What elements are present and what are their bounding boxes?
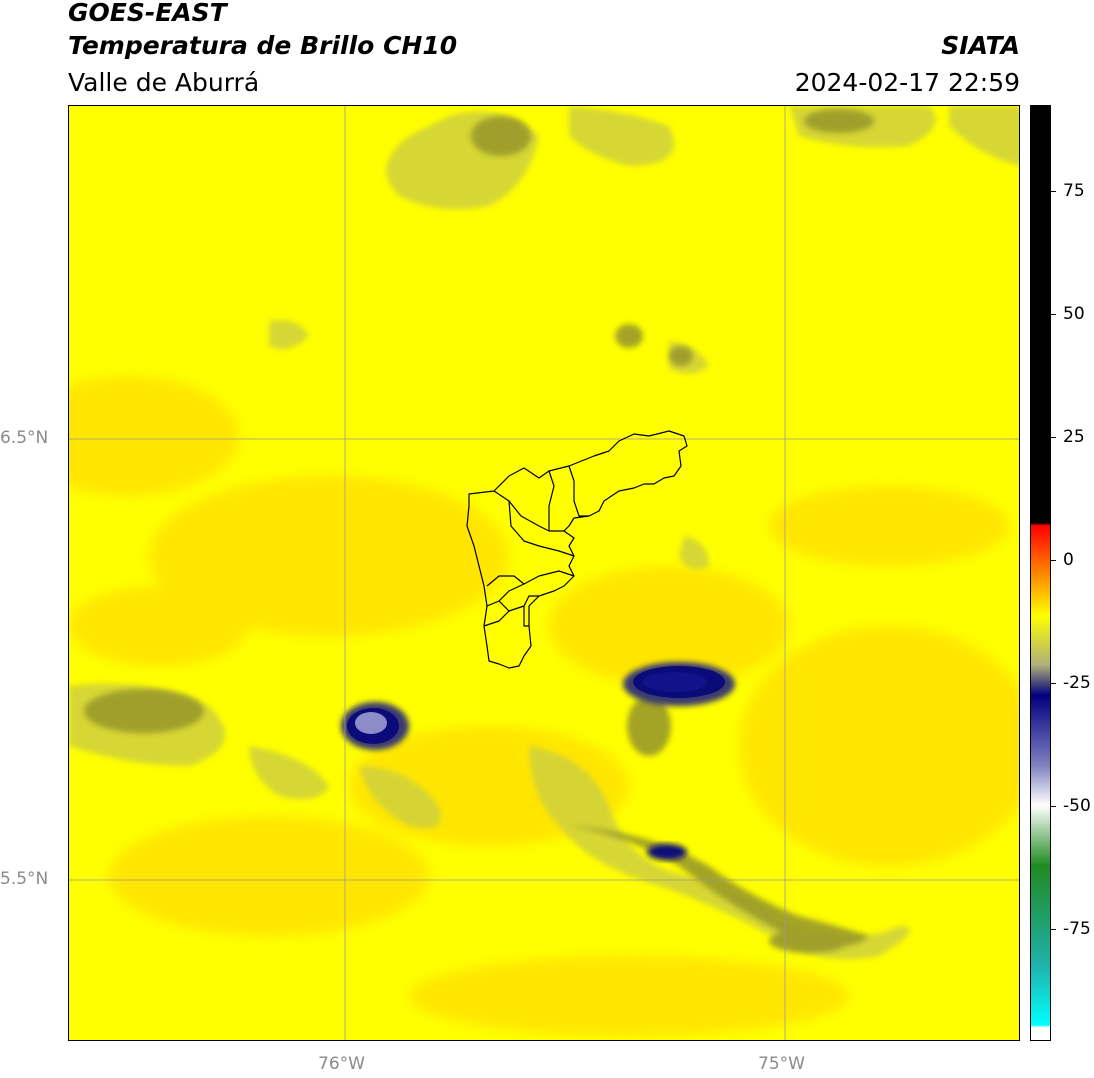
municipal-boundaries [466,430,688,669]
gridlines [69,106,1019,1040]
longitude-label: 75°W [758,1054,805,1074]
product-title: Temperatura de Brillo CH10 [68,31,458,60]
colorbar-tick-label: 75 [1063,181,1085,201]
colorbar [1030,105,1051,1041]
latitude-label: 6.5°N [0,428,49,448]
colorbar-tick [1051,683,1056,684]
colorbar-tick-label: -75 [1063,919,1091,939]
colorbar-tick-label: 0 [1063,550,1074,570]
source-label: SIATA [941,31,1020,60]
region-label: Valle de Aburrá [68,68,260,97]
colorbar-tick [1051,437,1056,438]
colorbar-tick-label: -50 [1063,796,1091,816]
colorbar-tick-label: 50 [1063,304,1085,324]
colorbar-tick [1051,191,1056,192]
longitude-label: 76°W [318,1054,365,1074]
satellite-map [68,105,1020,1041]
dark-cloud-areas [84,109,874,953]
latitude-label: 5.5°N [0,869,49,889]
colorbar-tick [1051,806,1056,807]
colorbar-tick [1051,314,1056,315]
datetime-label: 2024-02-17 22:59 [794,68,1020,97]
colorbar-tick-label: 25 [1063,427,1085,447]
colorbar-tick-label: -25 [1063,673,1091,693]
satellite-title: GOES-EAST [68,0,227,27]
colorbar-tick [1051,929,1056,930]
cold-cloud-tops [341,662,735,860]
colorbar-tick [1051,560,1056,561]
